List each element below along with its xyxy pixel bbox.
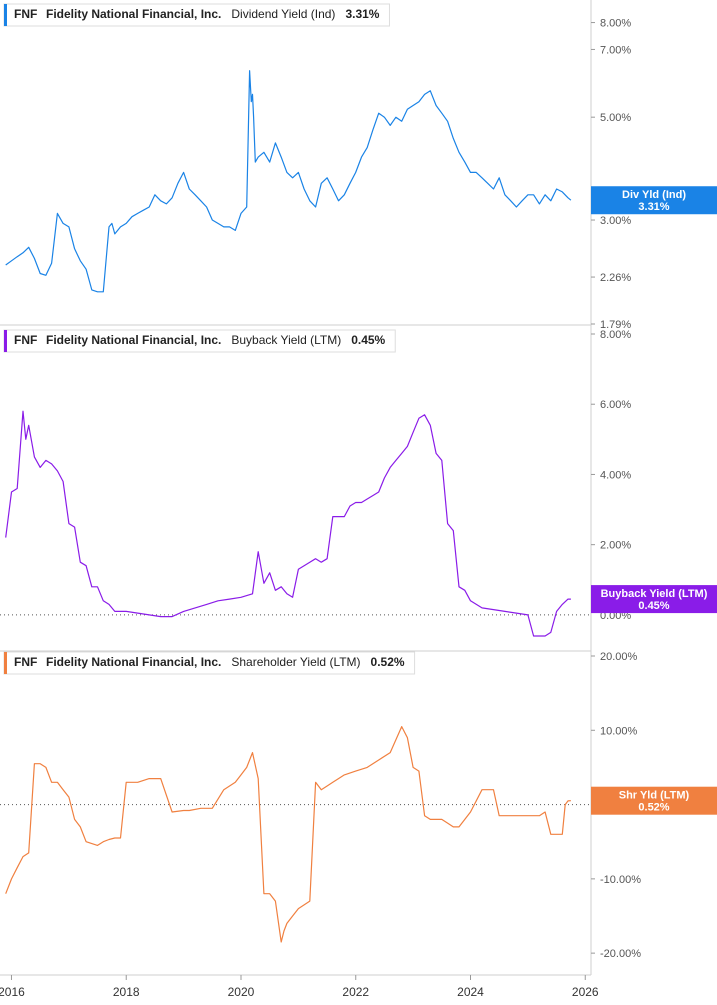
y-tick-label: 7.00% (600, 44, 631, 56)
legend-color-swatch (4, 330, 7, 352)
legend: FNF Fidelity National Financial, Inc. Shar… (3, 651, 416, 675)
flag-title: Div Yld (Ind) (622, 189, 686, 201)
legend: FNF Fidelity National Financial, Inc. Buyb… (3, 329, 396, 353)
legend-ticker: FNF (14, 7, 37, 21)
legend-company: Fidelity National Financial, Inc. (46, 7, 221, 21)
y-tick-label: 4.00% (600, 469, 631, 481)
y-tick-label: 20.00% (600, 651, 638, 663)
y-tick-label: 6.00% (600, 399, 631, 411)
legend-value: 0.45% (351, 333, 385, 347)
series-line (5, 410, 571, 637)
flag-value: 0.45% (638, 600, 669, 612)
y-tick-label: 1.79% (600, 319, 631, 331)
legend-value: 3.31% (345, 7, 379, 21)
panel-2: 8.00%6.00%4.00%2.00%0.00%Buyback Yield (… (0, 329, 717, 652)
y-tick-label: 8.00% (600, 18, 631, 30)
legend-company: Fidelity National Financial, Inc. (46, 655, 221, 669)
y-tick-label: 10.00% (600, 725, 638, 737)
flag-title: Buyback Yield (LTM) (601, 588, 708, 600)
value-flag (591, 186, 717, 215)
legend-metric: Buyback Yield (LTM) (231, 333, 341, 347)
legend-color-swatch (4, 652, 7, 674)
legend-metric: Shareholder Yield (LTM) (231, 655, 360, 669)
legend-value: 0.52% (371, 655, 405, 669)
y-tick-label: 2.00% (600, 540, 631, 552)
flag-value: 0.52% (638, 802, 669, 814)
legend-color-swatch (4, 4, 7, 26)
x-tick-label: 2018 (113, 985, 140, 999)
y-tick-label: -10.00% (600, 874, 641, 886)
x-tick-label: 2026 (572, 985, 599, 999)
x-tick-label: 2016 (0, 985, 25, 999)
legend-company: Fidelity National Financial, Inc. (46, 333, 221, 347)
value-flag (591, 786, 717, 815)
flag-value: 3.31% (638, 201, 669, 213)
y-tick-label: -20.00% (600, 948, 641, 960)
value-flag (591, 585, 717, 614)
y-tick-label: 8.00% (600, 329, 631, 341)
legend-ticker: FNF (14, 333, 37, 347)
legend-ticker: FNF (14, 655, 37, 669)
y-tick-label: 5.00% (600, 112, 631, 124)
x-tick-label: 2022 (342, 985, 369, 999)
panel-1: 8.00% 7.00% 5.00% 3.00% 2.26% 1.79% Div Yld (I… (0, 3, 717, 331)
series-line (5, 70, 572, 293)
x-tick-label: 2020 (228, 985, 255, 999)
y-tick-label: 3.00% (600, 215, 631, 227)
panel-3: 20.00%10.00%-10.00%-20.00%0.00%Shr Yld (… (0, 651, 717, 960)
legend: FNF Fidelity National Financial, Inc. Divi… (3, 3, 390, 27)
series-line (5, 726, 571, 943)
y-tick-label: 2.26% (600, 272, 631, 284)
legend-metric: Dividend Yield (Ind) (231, 7, 335, 21)
flag-title: Shr Yld (LTM) (619, 790, 690, 802)
x-tick-label: 2024 (457, 985, 484, 999)
